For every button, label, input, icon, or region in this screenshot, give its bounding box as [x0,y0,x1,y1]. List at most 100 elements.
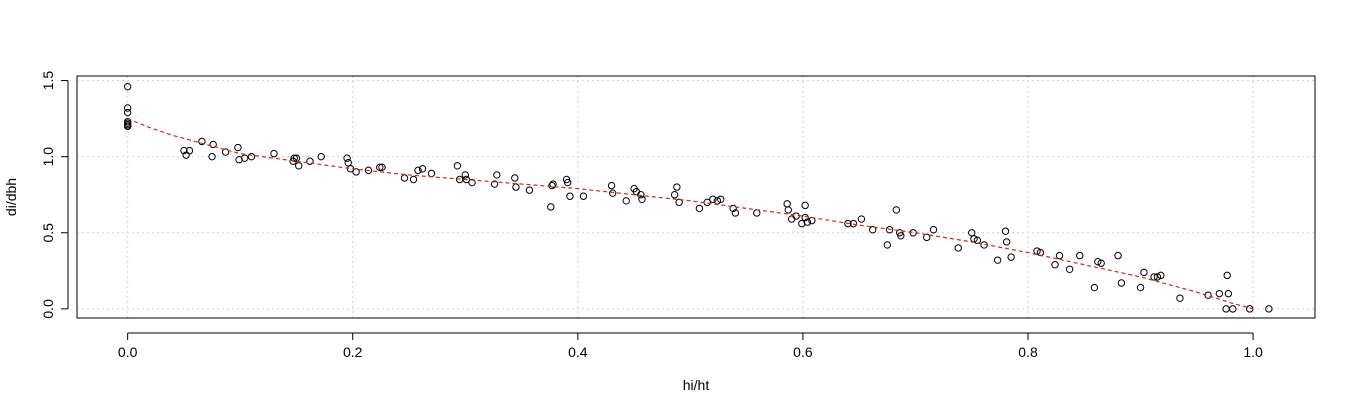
data-point [923,233,931,242]
data-point [868,226,877,234]
data-point [292,154,301,162]
data-point [1215,289,1224,298]
data-point [1007,253,1015,261]
data-point [1055,251,1064,260]
data-point [548,181,556,190]
data-point [637,191,645,199]
data-point [973,236,982,245]
x-tick-label-5: 1.0 [1243,344,1263,360]
data-point [1001,227,1010,235]
data-point [409,175,418,184]
data-point [247,152,256,161]
data-point [490,180,499,188]
data-point [801,201,809,210]
y-tick-label-3: 1.5 [40,71,56,91]
data-point [787,215,796,223]
data-point [1002,238,1011,246]
data-point [803,218,812,226]
data-point [306,157,314,165]
axes: 0.0 0.2 0.4 0.6 0.8 1.0 0.0 0.5 1.0 1.5 [40,71,1263,360]
data-point [993,256,1002,264]
data-point [709,195,717,203]
data-point [493,171,501,179]
data-point [1051,261,1059,269]
data-point [607,181,616,190]
x-tick-label-2: 0.4 [568,344,588,360]
data-point [1153,273,1162,281]
data-point [221,148,230,156]
data-point [209,140,217,149]
data-points [123,82,1273,313]
data-point [579,192,588,200]
fit-line [127,118,1254,310]
data-point [670,191,679,199]
data-point [1094,257,1102,266]
grid-lines [77,76,1315,318]
data-point [801,213,809,222]
x-tick-label-4: 0.8 [1018,344,1038,360]
data-point [1157,271,1165,280]
data-point [622,197,630,205]
data-point [240,154,249,162]
data-point [400,174,409,182]
data-point [563,178,572,187]
data-point [180,146,188,155]
data-point [954,244,962,252]
data-point [1223,271,1231,280]
data-point [525,186,534,194]
data-point [1229,305,1237,313]
data-point [1090,283,1099,292]
data-point [123,122,132,130]
data-point [783,200,791,208]
data-point [695,204,704,213]
data-point [849,219,858,228]
x-tick-label-1: 0.2 [343,344,363,360]
data-point [729,204,737,213]
data-point [1097,259,1105,267]
data-point [673,183,681,191]
data-point [270,149,278,158]
data-point [1140,268,1148,277]
data-point [1224,289,1233,298]
data-point [1076,251,1084,260]
data-point [638,195,646,203]
data-point [857,215,866,223]
data-point [427,169,436,178]
data-point [1176,294,1184,302]
data-point [753,209,761,217]
data-point [198,137,206,146]
data-point [1265,305,1273,313]
data-point [731,209,740,217]
data-point [1033,247,1041,255]
data-point [549,180,557,188]
data-point [344,159,352,167]
y-axis-title: di/dbh [3,178,19,216]
data-point [1065,265,1074,273]
data-point [897,232,905,240]
x-axis-title: hi/ht [683,377,710,393]
data-point [547,203,555,211]
y-tick-label-2: 1.0 [40,147,56,167]
y-tick-label-1: 0.5 [40,223,56,243]
data-point [364,166,373,175]
fit-line-layer [127,118,1254,310]
data-point [844,219,852,228]
data-point [317,152,325,161]
data-point [1114,251,1122,260]
data-point [234,143,242,152]
data-point [1136,283,1145,292]
data-point [343,154,351,162]
data-point [468,178,476,187]
data-point [511,174,519,182]
data-point [378,163,386,172]
data-point [717,195,725,203]
data-point [123,108,132,117]
data-point [1150,273,1158,281]
data-point [123,104,132,112]
data-point [892,206,901,214]
data-point [512,183,520,191]
data-point [675,198,683,207]
data-point [376,163,384,172]
data-point [185,146,194,155]
